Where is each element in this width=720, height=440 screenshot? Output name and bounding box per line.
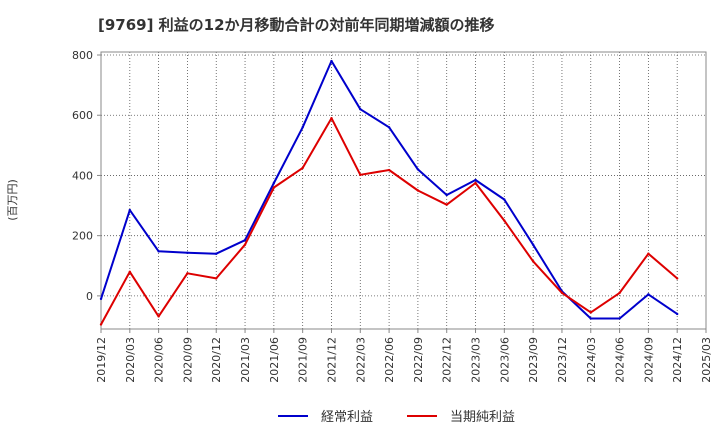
data-point	[675, 277, 679, 280]
data-point	[675, 312, 679, 316]
data-point	[157, 315, 160, 318]
series-line	[100, 60, 678, 320]
data-point	[157, 250, 160, 253]
x-tick-label: 2021/03	[239, 337, 252, 383]
y-axis-label: (百万円)	[6, 179, 19, 221]
x-tick-label: 2024/03	[585, 337, 598, 383]
x-tick-label: 2023/12	[556, 337, 569, 383]
legend-label: 当期純利益	[450, 410, 515, 425]
x-tick-label: 2024/09	[642, 337, 655, 383]
data-point	[416, 168, 420, 171]
x-tick-label: 2021/09	[297, 337, 310, 383]
data-point	[618, 291, 621, 295]
data-point	[618, 317, 621, 320]
x-tick-label: 2023/09	[527, 337, 540, 383]
axes: 0 200 400 600 800 2019/12 2020/03 2020/06 2020/0…	[72, 49, 713, 383]
y-tick-label: 200	[72, 230, 93, 243]
x-tick-label: 2022/03	[354, 337, 367, 383]
x-tick-label: 2023/03	[470, 337, 483, 383]
series	[99, 59, 679, 326]
data-point	[330, 117, 333, 120]
chart-title: [9769] 利益の12か月移動合計の対前年同期増減額の推移	[98, 16, 495, 34]
data-point	[474, 181, 477, 185]
data-point	[387, 168, 391, 172]
data-point	[503, 198, 506, 201]
x-tick-label: 2020/06	[153, 337, 166, 383]
series-経常利益	[99, 59, 679, 320]
series-当期純利益	[99, 117, 679, 326]
y-tick-label: 600	[72, 109, 93, 122]
data-point	[99, 297, 103, 301]
data-point	[272, 181, 276, 185]
x-tick-label: 2021/12	[325, 337, 338, 383]
x-tick-label: 2020/09	[181, 337, 194, 383]
x-tick-label: 2025/03	[700, 337, 713, 383]
data-point	[416, 189, 420, 192]
data-point	[531, 243, 535, 246]
data-point	[215, 277, 218, 280]
grid	[100, 52, 707, 329]
data-point	[503, 219, 506, 222]
y-tick-label: 800	[72, 49, 93, 62]
data-point	[128, 208, 132, 212]
y-tick-label: 400	[72, 169, 93, 182]
data-point	[647, 293, 650, 296]
x-tick-label: 2022/06	[383, 337, 396, 383]
x-tick-label: 2021/06	[268, 337, 281, 383]
x-tick-label: 2020/12	[210, 337, 223, 383]
data-point	[99, 323, 103, 326]
data-point	[445, 193, 448, 197]
x-tick-label: 2022/12	[441, 337, 454, 383]
data-point	[445, 203, 448, 206]
legend-label: 経常利益	[321, 410, 373, 425]
data-point	[359, 108, 362, 111]
data-point	[186, 251, 189, 255]
data-point	[474, 178, 477, 182]
data-point	[301, 166, 304, 170]
y-tick-label: 0	[86, 290, 93, 303]
data-point	[647, 252, 650, 255]
data-point	[387, 126, 391, 129]
data-point	[186, 272, 189, 275]
series-line	[100, 117, 678, 325]
data-point	[215, 252, 218, 255]
x-tick-label: 2024/06	[614, 337, 627, 383]
legend: 経常利益 当期純利益	[278, 410, 515, 425]
data-point	[243, 243, 247, 246]
data-point	[301, 126, 304, 129]
plot-frame	[100, 51, 707, 330]
data-point	[560, 291, 564, 295]
data-point	[531, 260, 535, 263]
data-point	[589, 311, 592, 314]
x-tick-label: 2020/03	[124, 337, 137, 383]
data-point	[128, 270, 132, 273]
data-point	[589, 317, 592, 320]
x-tick-label: 2022/09	[412, 337, 425, 383]
data-point	[272, 186, 276, 189]
x-tick-label: 2024/12	[671, 337, 684, 383]
x-tick-label: 2019/12	[95, 337, 108, 383]
data-point	[359, 173, 362, 177]
data-point	[243, 238, 247, 242]
data-point	[330, 59, 333, 63]
x-tick-label: 2023/06	[498, 337, 511, 383]
